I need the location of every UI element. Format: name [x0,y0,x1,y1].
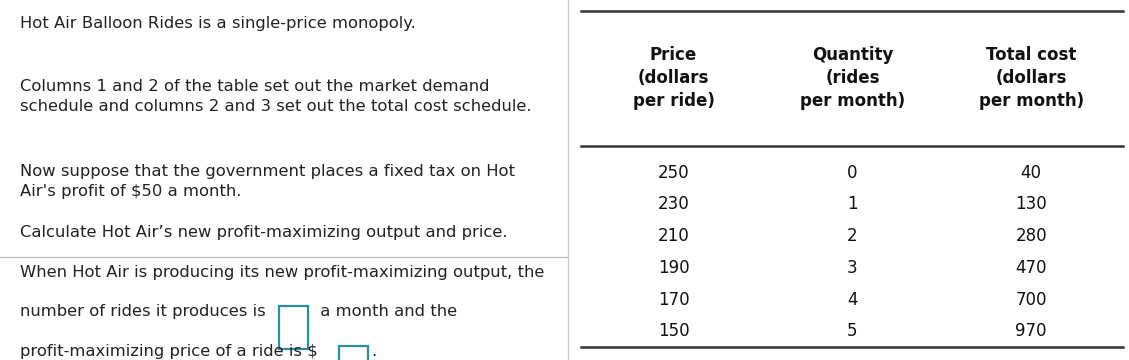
Text: 970: 970 [1015,323,1047,341]
Text: a month and the: a month and the [315,304,457,319]
Text: 700: 700 [1015,291,1047,309]
Text: 0: 0 [847,163,858,181]
Text: Quantity
(rides
per month): Quantity (rides per month) [799,46,905,110]
Text: 250: 250 [658,163,690,181]
Text: .: . [371,344,377,359]
Text: When Hot Air is producing its new profit-maximizing output, the: When Hot Air is producing its new profit… [20,265,544,280]
Text: 1: 1 [847,195,858,213]
Text: Columns 1 and 2 of the table set out the market demand
schedule and columns 2 an: Columns 1 and 2 of the table set out the… [20,79,532,114]
Text: 170: 170 [658,291,690,309]
Text: Calculate Hot Air’s new profit-maximizing output and price.: Calculate Hot Air’s new profit-maximizin… [20,225,508,240]
Text: 150: 150 [658,323,690,341]
Text: 3: 3 [847,259,858,277]
Text: 280: 280 [1015,227,1047,245]
Text: 5: 5 [847,323,858,341]
Text: 190: 190 [658,259,690,277]
Text: Total cost
(dollars
per month): Total cost (dollars per month) [979,46,1084,110]
FancyBboxPatch shape [339,346,368,360]
Text: 230: 230 [658,195,690,213]
Text: profit-maximizing price of a ride is $: profit-maximizing price of a ride is $ [20,344,318,359]
Text: 2: 2 [847,227,858,245]
FancyBboxPatch shape [279,306,308,349]
Text: 130: 130 [1015,195,1047,213]
Text: 210: 210 [658,227,690,245]
Text: 4: 4 [847,291,858,309]
Text: Price
(dollars
per ride): Price (dollars per ride) [632,46,715,110]
Text: Hot Air Balloon Rides is a single-price monopoly.: Hot Air Balloon Rides is a single-price … [20,16,417,31]
Text: Now suppose that the government places a fixed tax on Hot
Air's profit of $50 a : Now suppose that the government places a… [20,164,515,199]
Text: number of rides it produces is: number of rides it produces is [20,304,271,319]
Text: 40: 40 [1021,163,1042,181]
Text: 470: 470 [1015,259,1047,277]
